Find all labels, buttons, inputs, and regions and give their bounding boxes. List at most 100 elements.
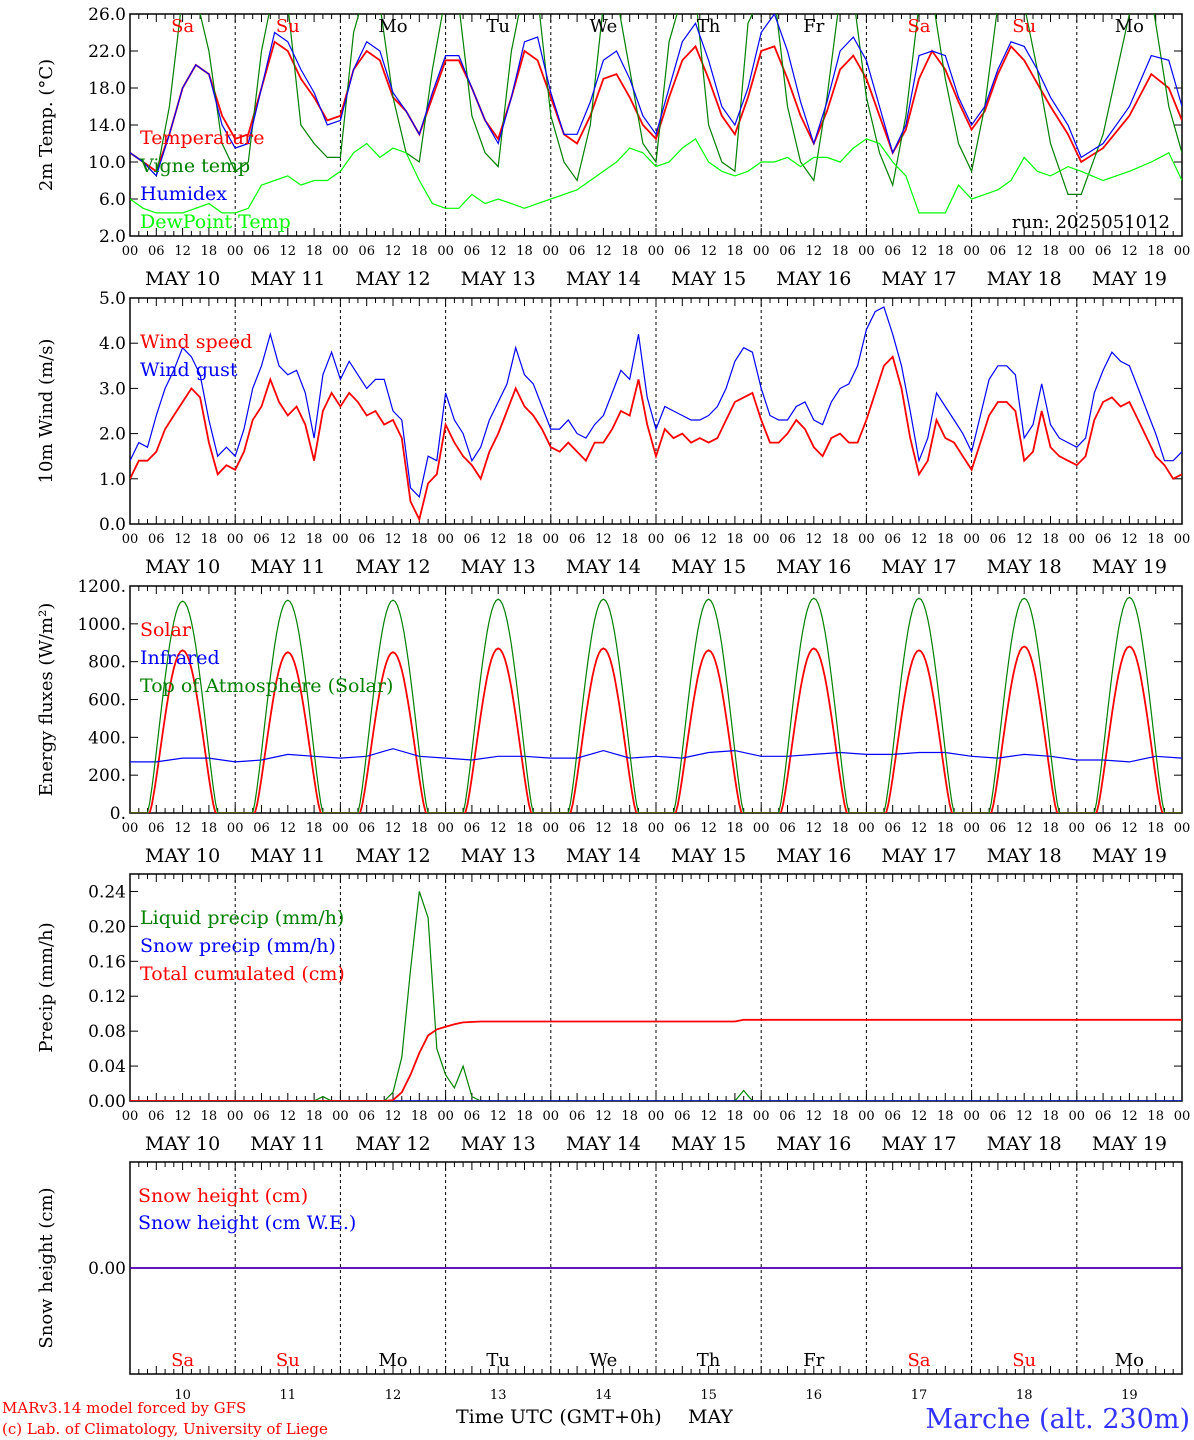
y-tick-label: 0.0 bbox=[99, 515, 126, 535]
hour-tick-label: 00 bbox=[1069, 532, 1086, 547]
y-tick-label: 18.0 bbox=[88, 79, 126, 99]
hour-tick-label: 00 bbox=[963, 532, 980, 547]
series-group bbox=[130, 891, 1182, 1101]
legend-entry: Snow precip (mm/h) bbox=[140, 935, 336, 957]
hour-tick-label: 00 bbox=[753, 532, 770, 547]
hour-tick-label: 06 bbox=[1095, 532, 1112, 547]
weekday-label: Su bbox=[276, 1350, 300, 1371]
date-label: MAY 10 bbox=[145, 845, 220, 867]
weekday-label: Th bbox=[697, 16, 721, 37]
y-tick-label: 10.0 bbox=[88, 153, 126, 173]
weekday-label: Sa bbox=[907, 1350, 930, 1371]
hour-tick-label: 00 bbox=[858, 244, 875, 259]
y-tick-label: 5.0 bbox=[99, 289, 126, 309]
hour-tick-label: 00 bbox=[332, 821, 349, 836]
hour-tick-label: 18 bbox=[306, 244, 323, 259]
weekday-label: Fr bbox=[803, 16, 824, 37]
hour-tick-label: 06 bbox=[569, 821, 586, 836]
hour-tick-label: 06 bbox=[674, 1109, 691, 1124]
series-line-temperature bbox=[130, 40, 1182, 173]
y-tick-label: 0. bbox=[110, 804, 126, 824]
hour-tick-label: 00 bbox=[437, 532, 454, 547]
time-ticks bbox=[129, 1162, 1183, 1374]
hour-tick-label: 06 bbox=[253, 244, 270, 259]
hour-tick-label: 12 bbox=[595, 821, 612, 836]
y-tick-label: 22.0 bbox=[88, 42, 126, 62]
hour-tick-label: 06 bbox=[674, 821, 691, 836]
hour-tick-label: 18 bbox=[1042, 244, 1059, 259]
weekday-label: Mo bbox=[1115, 16, 1144, 37]
day-number-label: 15 bbox=[700, 1388, 717, 1403]
series-line-wind-gust bbox=[130, 306, 1182, 499]
hour-tick-label: 06 bbox=[148, 244, 165, 259]
date-label: MAY 17 bbox=[881, 845, 956, 867]
hour-tick-label: 06 bbox=[990, 532, 1007, 547]
date-label: MAY 17 bbox=[881, 1133, 956, 1155]
hour-tick-label: 06 bbox=[358, 244, 375, 259]
series-line-wind-speed bbox=[130, 355, 1182, 523]
hour-tick-label: 12 bbox=[1016, 821, 1033, 836]
hour-tick-label: 06 bbox=[779, 821, 796, 836]
series-group bbox=[130, 306, 1182, 523]
hour-tick-label: 18 bbox=[832, 532, 849, 547]
hour-tick-label: 00 bbox=[543, 821, 560, 836]
legend-entry: Solar bbox=[140, 619, 192, 641]
legend-entry: Wind gust bbox=[140, 359, 238, 381]
hour-tick-label: 06 bbox=[990, 821, 1007, 836]
legend-entry: Vigne temp bbox=[139, 155, 250, 177]
y-tick-label: 200. bbox=[88, 766, 126, 786]
series-line-total-cumulated-cm- bbox=[130, 1018, 1182, 1101]
y-tick-label: 14.0 bbox=[88, 116, 126, 136]
series-line-infrared bbox=[130, 748, 1182, 763]
hour-tick-label: 06 bbox=[569, 244, 586, 259]
hour-tick-label: 06 bbox=[990, 244, 1007, 259]
weekday-label: Sa bbox=[907, 16, 930, 37]
hour-tick-label: 00 bbox=[543, 244, 560, 259]
hour-tick-label: 00 bbox=[963, 821, 980, 836]
hour-tick-label: 00 bbox=[543, 1109, 560, 1124]
y-tick-label: 0.08 bbox=[88, 1022, 126, 1042]
series-line-humidex bbox=[130, 14, 1182, 178]
panel-2: 0.0 1.0 2.0 3.0 4.0 5.0 10m Wind (m/s) 00 06 12 18… bbox=[36, 289, 1190, 578]
hour-tick-label: 06 bbox=[464, 244, 481, 259]
hour-tick-label: 18 bbox=[411, 821, 428, 836]
weekday-label: Sa bbox=[171, 1350, 194, 1371]
date-label: MAY 13 bbox=[461, 556, 536, 578]
hour-tick-label: 12 bbox=[595, 244, 612, 259]
hour-tick-label: 06 bbox=[148, 532, 165, 547]
hour-tick-label: 18 bbox=[832, 821, 849, 836]
hour-tick-label: 18 bbox=[1147, 244, 1164, 259]
hour-tick-label: 12 bbox=[174, 244, 191, 259]
hour-tick-label: 18 bbox=[201, 532, 218, 547]
hour-tick-label: 12 bbox=[174, 1109, 191, 1124]
hour-tick-label: 00 bbox=[648, 821, 665, 836]
y-tick-label: 800. bbox=[88, 653, 126, 673]
credit-lab: (c) Lab. of Climatology, University of L… bbox=[2, 1420, 328, 1438]
date-label: MAY 12 bbox=[355, 845, 430, 867]
date-label: MAY 12 bbox=[355, 1133, 430, 1155]
weekday-label: Tu bbox=[486, 16, 510, 37]
hour-tick-label: 18 bbox=[201, 244, 218, 259]
hour-tick-label: 00 bbox=[858, 1109, 875, 1124]
weekday-label: Mo bbox=[378, 16, 407, 37]
date-label: MAY 16 bbox=[776, 845, 851, 867]
date-label: MAY 15 bbox=[671, 556, 746, 578]
series-line-solar bbox=[130, 645, 1182, 813]
station-title: Marche (alt. 230m) bbox=[925, 1404, 1190, 1435]
hour-tick-label: 00 bbox=[753, 821, 770, 836]
hour-tick-label: 12 bbox=[1016, 1109, 1033, 1124]
hour-tick-label: 18 bbox=[832, 244, 849, 259]
date-label: MAY 16 bbox=[776, 556, 851, 578]
legend-entry: DewPoint Temp bbox=[140, 211, 291, 233]
hour-tick-label: 00 bbox=[1174, 244, 1191, 259]
legend-entry: Snow height (cm W.E.) bbox=[138, 1212, 356, 1234]
hour-tick-label: 00 bbox=[227, 244, 244, 259]
day-number-label: 19 bbox=[1121, 1388, 1138, 1403]
hour-tick-label: 12 bbox=[385, 244, 402, 259]
weekday-label: Sa bbox=[171, 16, 194, 37]
weekday-label: Th bbox=[697, 1350, 721, 1371]
hour-tick-label: 12 bbox=[280, 1109, 297, 1124]
hour-tick-label: 18 bbox=[621, 1109, 638, 1124]
date-label: MAY 19 bbox=[1092, 845, 1167, 867]
y-axis-label: Precip (mm/h) bbox=[36, 922, 57, 1052]
